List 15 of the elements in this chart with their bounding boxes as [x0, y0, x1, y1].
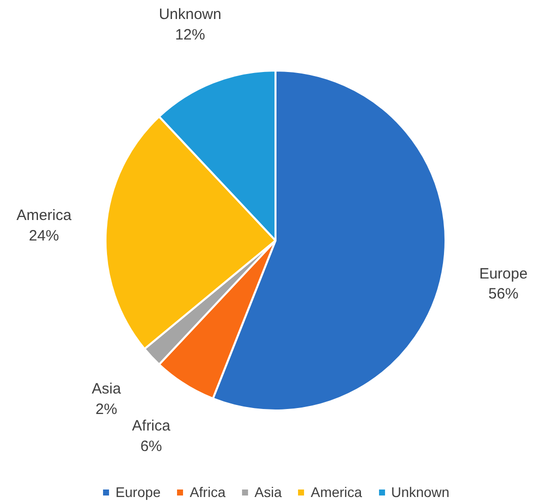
legend-label: Africa — [190, 484, 226, 500]
data-label: 24% — [28, 228, 59, 245]
data-label: 2% — [96, 401, 118, 418]
slice-label: Asia — [92, 380, 122, 398]
data-label: 56% — [488, 286, 518, 303]
legend-label: Asia — [254, 484, 282, 500]
data-label: 12% — [175, 26, 206, 44]
legend-label: America — [310, 484, 362, 500]
legend-label: Unknown — [391, 484, 450, 500]
slice-label: Africa — [132, 418, 172, 435]
slice-label: America — [16, 207, 72, 224]
data-label: 6% — [140, 438, 162, 456]
slice-label: Unknown — [158, 6, 222, 24]
slice-label: Europe — [479, 265, 528, 282]
legend-label: Europe — [116, 484, 161, 500]
